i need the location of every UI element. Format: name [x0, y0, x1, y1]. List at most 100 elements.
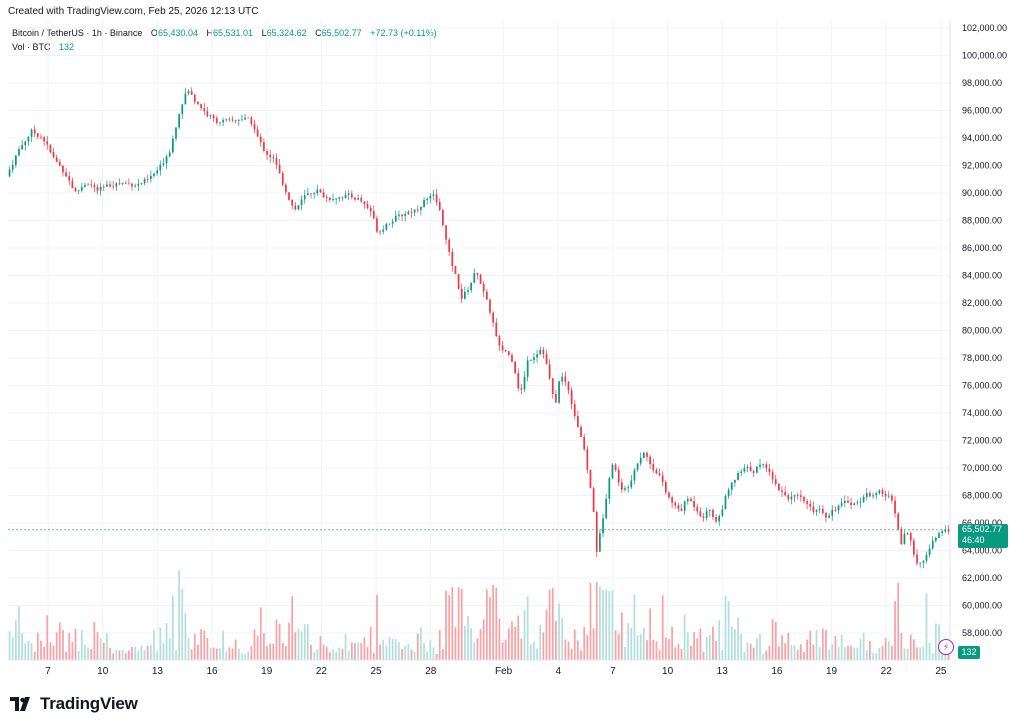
volume-bar: [344, 633, 347, 660]
candle-body: [577, 416, 579, 427]
candle-body: [614, 464, 617, 470]
price-tick-label: 62,000.00: [962, 573, 1002, 583]
candle-body: [705, 511, 708, 518]
price-tick-label: 78,000.00: [962, 353, 1002, 363]
candle-body: [768, 468, 771, 473]
candle-body: [859, 501, 862, 503]
volume-bar: [721, 650, 724, 660]
volume-bar: [712, 626, 714, 660]
candle-body: [228, 119, 231, 121]
candle-body: [134, 185, 137, 187]
candle-body: [21, 145, 23, 150]
volume-bar: [526, 596, 529, 660]
volume-bar: [837, 647, 840, 660]
candle-body: [787, 495, 790, 500]
candle-body: [514, 361, 516, 374]
candle-body: [872, 495, 874, 497]
volume-bar: [140, 645, 143, 660]
volume-bar: [14, 620, 17, 660]
volume-bar: [391, 639, 394, 660]
volume-bar: [369, 627, 372, 660]
volume-bar: [187, 638, 190, 660]
volume-bar: [423, 642, 425, 660]
volume-bar: [884, 637, 887, 660]
volume-bar: [840, 634, 843, 660]
candle-body: [253, 123, 256, 130]
price-tick-label: 68,000.00: [962, 491, 1002, 501]
candle-body: [881, 490, 884, 494]
volume-bar: [357, 642, 359, 660]
volume-bar: [394, 639, 397, 660]
candle-body: [526, 360, 529, 377]
volume-bar: [680, 649, 683, 660]
volume-bar: [303, 624, 306, 660]
candle-body: [288, 192, 290, 200]
candle-body: [686, 498, 689, 502]
candle-body: [319, 189, 322, 193]
candle-body: [639, 457, 642, 464]
candle-body: [771, 472, 774, 480]
close-value: 65,502.77: [321, 28, 362, 38]
candle-body: [206, 111, 209, 117]
volume-bar: [796, 649, 799, 660]
volume-bar: [803, 651, 805, 660]
candle-body: [507, 351, 510, 355]
time-tick-label: 13: [152, 666, 164, 677]
tradingview-logo-text: TradingView: [40, 694, 138, 713]
volume-bar: [197, 644, 199, 660]
volume-label[interactable]: Vol · BTC: [12, 42, 51, 52]
volume-bar: [498, 618, 501, 660]
open-value: 65,430.04: [157, 28, 198, 38]
volume-bar: [40, 640, 42, 660]
candle-body: [62, 165, 64, 173]
candle-body: [561, 376, 564, 382]
price-tick-label: 74,000.00: [962, 408, 1002, 418]
volume-bar: [542, 632, 545, 660]
candle-body: [762, 464, 765, 466]
price-tick-label: 72,000.00: [962, 436, 1002, 446]
time-tick-label: 25: [935, 666, 947, 677]
volume-bar: [11, 637, 14, 660]
candle-body: [294, 205, 297, 210]
candle-body: [658, 473, 661, 476]
volume-bar: [74, 628, 77, 660]
volume-bar: [859, 639, 862, 660]
time-axis[interactable]: 7 10 13 16 19 22 25 28 Feb 4 7 10 13 16 19 22 25: [8, 659, 950, 677]
volume-bar: [90, 648, 93, 660]
price-axis[interactable]: 102,000.00 100,000.00 98,000.00 96,000.00 94…: [949, 20, 1007, 660]
candle-body: [171, 138, 174, 153]
candle-body: [121, 183, 124, 185]
candle-body: [451, 251, 454, 266]
grid-lines: [8, 20, 950, 660]
volume-bar: [416, 633, 419, 660]
candle-body: [80, 187, 83, 191]
volume-bar: [715, 640, 717, 660]
time-tick-label: 19: [826, 666, 838, 677]
candle-body: [825, 513, 827, 518]
price-tick-label: 90,000.00: [962, 188, 1002, 198]
candle-body: [275, 158, 278, 165]
candle-body: [272, 157, 275, 159]
candle-body: [391, 221, 394, 224]
candle-body: [941, 531, 944, 534]
candle-body: [677, 505, 680, 509]
candle-body: [344, 194, 347, 199]
candle-body: [652, 464, 655, 470]
volume-bar: [137, 650, 140, 660]
volume-bar: [602, 590, 604, 660]
candle-body: [460, 288, 463, 299]
volume-bar: [212, 647, 215, 660]
volume-bar: [617, 633, 620, 660]
volume-bar: [875, 653, 878, 660]
candle-body: [529, 360, 532, 361]
volume-bar: [310, 644, 312, 660]
candle-body: [150, 175, 152, 180]
candle-body: [737, 472, 739, 480]
lightning-icon[interactable]: ⚡: [938, 639, 954, 655]
volume-bar: [799, 644, 802, 660]
volume-bar: [947, 649, 950, 660]
symbol-name[interactable]: Bitcoin / TetherUS · 1h · Binance: [12, 28, 143, 38]
price-tick-label: 70,000.00: [962, 463, 1002, 473]
candle-body: [131, 183, 133, 187]
